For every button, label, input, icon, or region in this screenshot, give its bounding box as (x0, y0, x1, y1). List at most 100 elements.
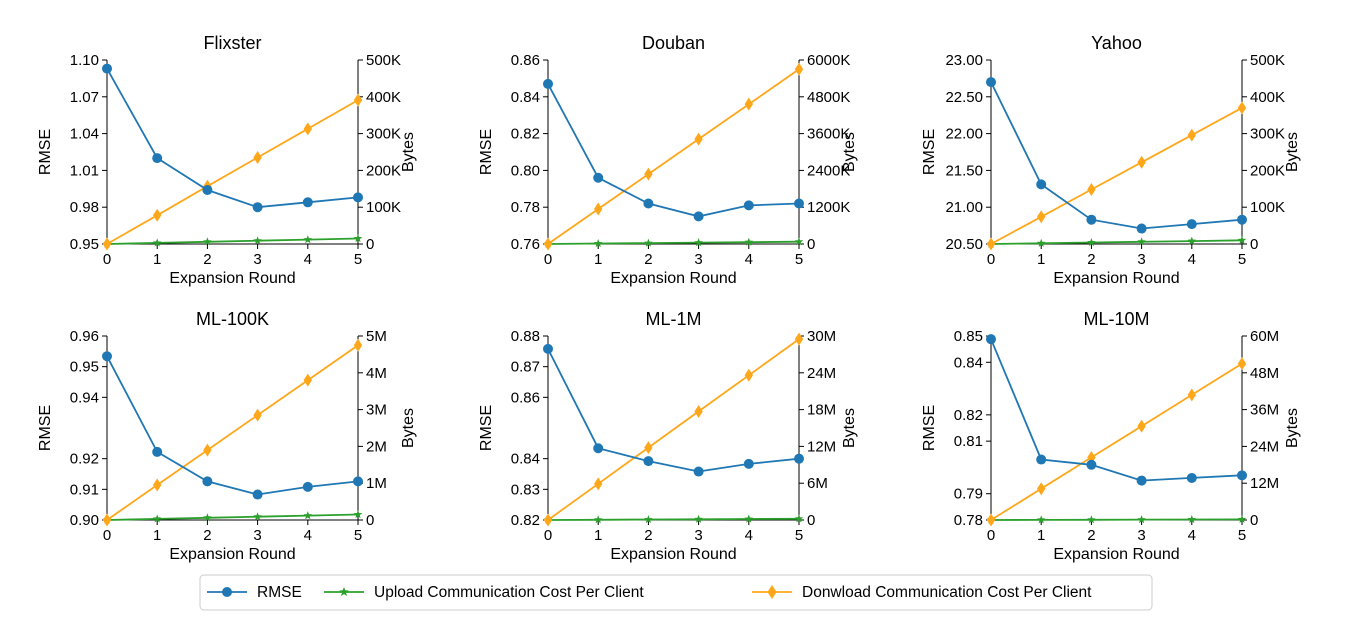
y-tick-label: 1.07 (70, 89, 99, 106)
series-line-download (106, 344, 359, 521)
x-tick-label: 2 (1087, 251, 1095, 268)
x-tick-label: 2 (203, 251, 211, 268)
subplot-ml-10m: 0 1 2 3 4 5 0.78 0.79 0.81 0.82 0.84 0.85 0 12M 24M 36M… (921, 309, 1301, 563)
data-point-upload (1036, 238, 1046, 247)
data-point-upload (353, 510, 363, 519)
data-point-rmse (202, 185, 213, 196)
y2-tick-label: 6000K (807, 52, 850, 69)
x-tick-label: 2 (203, 527, 211, 544)
data-point-download (594, 477, 603, 491)
y2-tick-label: 18M (807, 402, 836, 419)
data-point-upload (1087, 238, 1096, 247)
x-tick-label: 2 (644, 527, 652, 544)
x-tick-label: 4 (304, 251, 312, 268)
y2-tick-label: 60M (1250, 328, 1279, 345)
y-tick-label: 0.78 (954, 512, 983, 529)
data-point-rmse (693, 466, 704, 477)
data-point-download (353, 93, 363, 107)
data-point-download (794, 62, 804, 76)
data-point-download (694, 404, 703, 418)
data-point-download (744, 368, 753, 382)
data-point-rmse (102, 351, 112, 362)
data-point-download (1187, 388, 1196, 402)
y-tick-label: 0.84 (511, 89, 540, 106)
x-axis-label: Expansion Round (1053, 270, 1179, 287)
subplot-title: Yahoo (1091, 33, 1142, 53)
data-point-upload (1137, 237, 1146, 246)
data-point-upload (203, 513, 212, 522)
y-tick-label: 0.96 (70, 328, 99, 345)
x-tick-label: 1 (594, 527, 602, 544)
y2-tick-label: 400K (366, 89, 401, 106)
y2-tick-label: 12M (1250, 475, 1279, 492)
data-point-rmse (986, 334, 996, 345)
y-tick-label: 1.10 (70, 52, 99, 69)
data-point-upload (353, 234, 363, 243)
subplot-title: ML-1M (645, 309, 701, 329)
y2-tick-label: 0 (1250, 512, 1258, 529)
data-point-rmse (102, 63, 112, 74)
x-tick-label: 1 (153, 527, 161, 544)
data-point-rmse (353, 476, 363, 487)
y-axis-label: RMSE (921, 129, 938, 175)
x-tick-label: 1 (153, 251, 161, 268)
series-line-download (990, 107, 1243, 245)
data-point-upload (794, 237, 804, 246)
data-point-download (543, 513, 553, 527)
x-tick-label: 0 (987, 251, 995, 268)
y2-tick-label: 3600K (807, 126, 850, 143)
x-axis-label: Expansion Round (1053, 546, 1179, 563)
data-point-download (253, 151, 262, 165)
data-point-download (153, 208, 162, 222)
y2-tick-label: 0 (807, 512, 815, 529)
series-line-upload (106, 237, 359, 245)
y2-tick-label: 300K (1250, 126, 1285, 143)
series-line-download (106, 99, 359, 245)
y2-tick-label: 24M (1250, 438, 1279, 455)
y-tick-label: 22.50 (945, 89, 983, 106)
x-tick-label: 4 (304, 527, 312, 544)
data-point-download (1087, 183, 1096, 197)
y-tick-label: 0.90 (70, 512, 99, 529)
x-tick-label: 5 (1238, 527, 1246, 544)
y2-tick-label: 0 (366, 236, 374, 253)
x-axis-label: Expansion Round (610, 546, 736, 563)
data-point-rmse (693, 211, 704, 222)
y2-tick-label: 500K (1250, 52, 1285, 69)
series-line-download (990, 362, 1243, 521)
y-tick-label: 1.04 (70, 126, 99, 143)
data-point-rmse (743, 200, 754, 211)
data-point-upload (593, 515, 603, 524)
y2-tick-label: 1200K (807, 199, 850, 216)
x-tick-label: 3 (253, 527, 261, 544)
data-point-upload (203, 237, 212, 246)
data-point-download (744, 97, 753, 111)
data-point-rmse (1237, 470, 1247, 481)
x-tick-label: 1 (1037, 251, 1045, 268)
y-tick-label: 0.91 (70, 481, 99, 498)
series-line-download (547, 68, 800, 245)
x-tick-label: 5 (795, 527, 803, 544)
data-point-download (203, 443, 212, 457)
data-point-download (986, 237, 996, 251)
x-tick-label: 4 (1188, 251, 1196, 268)
data-point-upload (694, 514, 703, 523)
y2-tick-label: 0 (807, 236, 815, 253)
data-point-download (644, 441, 653, 455)
data-point-rmse (152, 446, 163, 457)
series-line-upload (106, 513, 359, 521)
data-point-download (1037, 482, 1046, 496)
data-point-download (1237, 357, 1247, 371)
subplot-douban: 0 1 2 3 4 5 0.76 0.78 0.80 0.82 0.84 0.86 0 1200K 2400… (478, 33, 858, 287)
x-tick-label: 1 (594, 251, 602, 268)
x-tick-label: 5 (1238, 251, 1246, 268)
y2-tick-label: 3M (366, 402, 387, 419)
data-point-upload (303, 511, 313, 520)
subplot-title: ML-10M (1083, 309, 1149, 329)
y-tick-label: 1.01 (70, 162, 99, 179)
data-point-rmse (794, 198, 804, 209)
data-point-upload (744, 237, 754, 246)
series-line-rmse (106, 68, 359, 209)
